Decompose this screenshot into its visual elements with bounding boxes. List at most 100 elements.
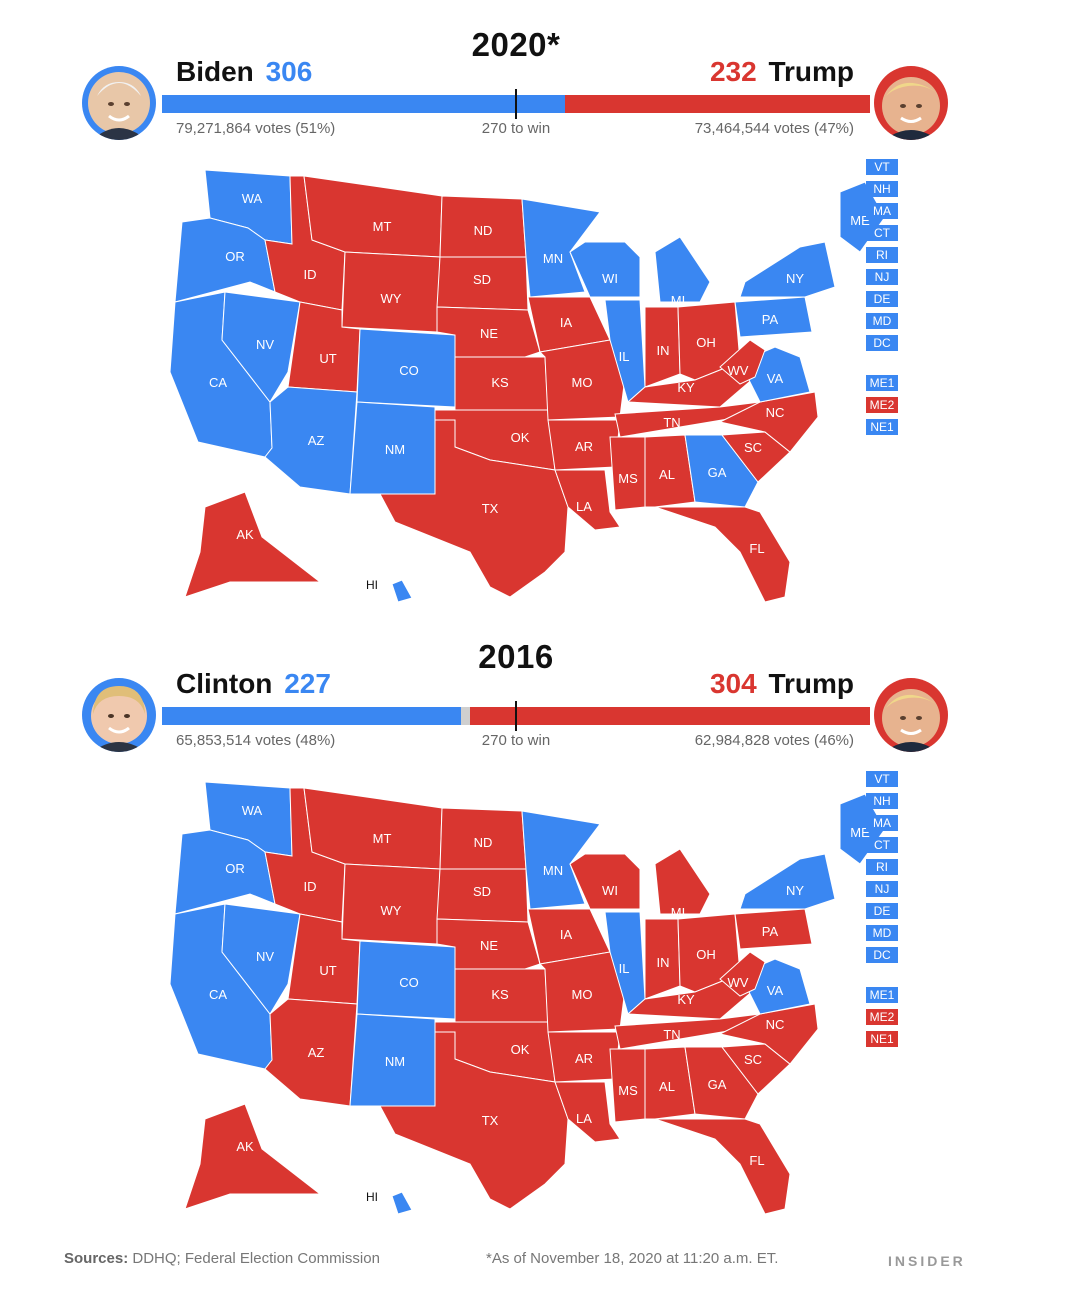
- state-pa: [734, 908, 813, 950]
- state-label-fl: FL: [749, 1153, 764, 1168]
- state-ak: [184, 1103, 322, 1210]
- win-threshold-tick: [515, 89, 517, 119]
- state-label-ak: AK: [236, 527, 254, 542]
- state-mi: [654, 848, 711, 915]
- state-label-ut: UT: [319, 351, 336, 366]
- state-box-nh: NH: [866, 181, 898, 197]
- small-states-list: VT NH MA CT RI NJ DE MD DC: [866, 159, 898, 351]
- state-label-ia: IA: [560, 315, 573, 330]
- state-label-wy: WY: [381, 903, 402, 918]
- state-label-ak: AK: [236, 1139, 254, 1154]
- state-az: [264, 386, 358, 495]
- state-label-co: CO: [399, 363, 419, 378]
- sources-label: Sources:: [64, 1250, 129, 1267]
- state-mt: [303, 175, 443, 258]
- right-candidate-name: Trump: [768, 56, 854, 87]
- state-label-sd: SD: [473, 272, 491, 287]
- state-label-wa: WA: [242, 191, 263, 206]
- year-title: 2016: [478, 638, 554, 675]
- footnote: *As of November 18, 2020 at 11:20 a.m. E…: [486, 1250, 779, 1267]
- state-label-nm: NM: [385, 442, 405, 457]
- state-label-va: VA: [767, 371, 784, 386]
- state-label-ca: CA: [209, 375, 227, 390]
- left-candidate-label: Biden 306: [176, 56, 316, 88]
- state-box-de: DE: [866, 903, 898, 919]
- state-label-la: LA: [576, 499, 592, 514]
- insider-logo: INSIDER: [888, 1253, 966, 1269]
- state-label-mn: MN: [543, 251, 563, 266]
- state-hi: [391, 1191, 413, 1215]
- state-label-ok: OK: [511, 1042, 530, 1057]
- state-label-hi: HI: [366, 1190, 378, 1204]
- left-electoral-votes: 227: [284, 668, 331, 699]
- state-label-co: CO: [399, 975, 419, 990]
- left-popular-vote: 65,853,514 votes (48%): [176, 732, 336, 749]
- left-candidate-name: Biden: [176, 56, 254, 87]
- state-label-tx: TX: [482, 501, 499, 516]
- sources-text: DDHQ; Federal Election Commission: [132, 1250, 380, 1267]
- state-ak: [184, 491, 322, 598]
- state-ga: [684, 434, 759, 508]
- election-panel-2016: 2016 Clinton 227 304 Trump 65,853,514 vo…: [0, 612, 1082, 1232]
- left-candidate-name: Clinton: [176, 668, 273, 699]
- state-label-sc: SC: [744, 440, 762, 455]
- state-label-mt: MT: [373, 831, 392, 846]
- state-box-me1: ME1: [866, 375, 898, 391]
- state-label-ne: NE: [480, 938, 498, 953]
- state-nc: [718, 391, 819, 453]
- state-box-md: MD: [866, 313, 898, 329]
- state-tx: [379, 1031, 569, 1210]
- state-nv: [221, 903, 301, 1015]
- state-box-me2: ME2: [866, 397, 898, 413]
- sources-line: Sources: DDHQ; Federal Election Commissi…: [64, 1250, 380, 1267]
- state-al: [644, 1046, 696, 1120]
- state-la: [554, 469, 621, 531]
- state-box-dc: DC: [866, 335, 898, 351]
- state-label-nv: NV: [256, 337, 274, 352]
- state-label-ms: MS: [618, 471, 638, 486]
- state-label-oh: OH: [696, 947, 716, 962]
- state-label-sc: SC: [744, 1052, 762, 1067]
- state-box-ct: CT: [866, 225, 898, 241]
- state-label-ne: NE: [480, 326, 498, 341]
- state-label-ar: AR: [575, 439, 593, 454]
- state-box-nj: NJ: [866, 881, 898, 897]
- state-label-ky: KY: [677, 992, 695, 1007]
- state-wi: [569, 853, 641, 910]
- state-label-sd: SD: [473, 884, 491, 899]
- state-label-il: IL: [619, 961, 630, 976]
- state-label-wa: WA: [242, 803, 263, 818]
- state-label-fl: FL: [749, 541, 764, 556]
- state-nc: [718, 1003, 819, 1065]
- to-win-label: 270 to win: [481, 732, 551, 749]
- state-label-mt: MT: [373, 219, 392, 234]
- state-label-ga: GA: [708, 1077, 727, 1092]
- electoral-vote-bar: [162, 707, 870, 725]
- state-nv: [221, 291, 301, 403]
- state-label-or: OR: [225, 861, 245, 876]
- state-box-ma: MA: [866, 815, 898, 831]
- state-box-vt: VT: [866, 771, 898, 787]
- state-mn: [521, 198, 601, 298]
- state-box-ri: RI: [866, 247, 898, 263]
- state-label-ut: UT: [319, 963, 336, 978]
- state-hi: [391, 579, 413, 603]
- state-wi: [569, 241, 641, 298]
- state-label-or: OR: [225, 249, 245, 264]
- left-candidate-label: Clinton 227: [176, 668, 335, 700]
- state-box-md: MD: [866, 925, 898, 941]
- state-label-in: IN: [657, 343, 670, 358]
- state-label-az: AZ: [308, 433, 325, 448]
- small-states-list: VT NH MA CT RI NJ DE MD DC: [866, 771, 898, 963]
- state-box-vt: VT: [866, 159, 898, 175]
- right-popular-vote: 62,984,828 votes (46%): [694, 732, 854, 749]
- bar-rep-segment: [469, 707, 870, 725]
- state-label-me: ME: [850, 213, 870, 228]
- right-electoral-votes: 304: [709, 668, 757, 699]
- bar-dem-segment: [162, 95, 565, 113]
- state-label-ar: AR: [575, 1051, 593, 1066]
- state-label-al: AL: [659, 1079, 675, 1094]
- state-label-ny: NY: [786, 883, 804, 898]
- state-box-me1: ME1: [866, 987, 898, 1003]
- state-wv: [719, 339, 766, 385]
